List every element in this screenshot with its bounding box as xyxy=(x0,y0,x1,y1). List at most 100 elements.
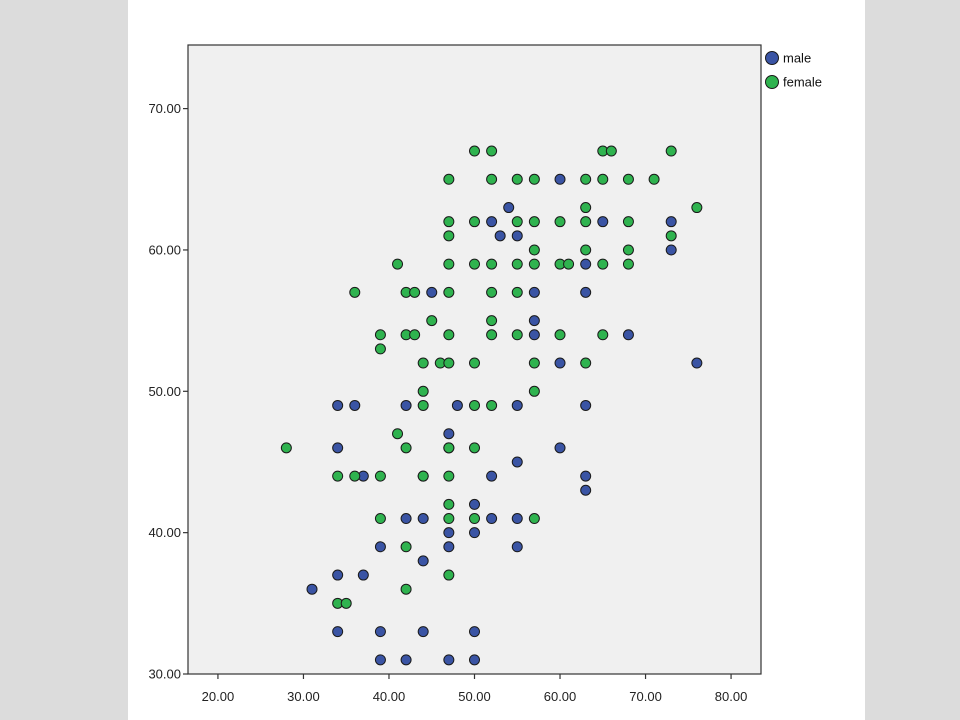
data-point-female xyxy=(580,173,592,185)
data-point-female xyxy=(554,329,566,341)
data-point-female xyxy=(511,173,523,185)
data-point-female xyxy=(280,442,292,454)
data-point-male xyxy=(580,484,592,496)
data-point-female xyxy=(580,202,592,214)
data-point-male xyxy=(469,654,480,666)
data-point-male xyxy=(451,399,463,411)
data-point-female xyxy=(597,173,609,185)
data-point-female xyxy=(622,216,634,228)
data-point-female xyxy=(622,258,634,270)
axes-layer: 30.00 40.00 50.00 60.00 70.00 20.00 30.00 40.00… xyxy=(148,44,762,704)
data-point-male xyxy=(349,399,361,411)
data-point-female xyxy=(665,230,677,242)
data-point-female xyxy=(665,145,677,157)
data-point-female xyxy=(469,216,480,228)
data-point-female xyxy=(563,258,575,270)
data-point-male xyxy=(443,527,455,539)
data-point-female xyxy=(528,357,540,369)
data-point-female xyxy=(340,597,352,609)
data-point-female xyxy=(374,513,386,525)
data-point-female xyxy=(691,202,703,214)
data-point-male xyxy=(417,555,429,567)
data-point-female xyxy=(511,258,523,270)
legend-label-female: female xyxy=(783,75,822,90)
legend-marker-female xyxy=(765,75,779,89)
x-tick-label: 80.00 xyxy=(715,689,748,704)
data-point-male xyxy=(494,230,506,242)
data-point-male xyxy=(426,286,438,298)
data-point-female xyxy=(486,286,498,298)
data-point-female xyxy=(486,173,498,185)
data-point-female xyxy=(580,357,592,369)
data-point-female xyxy=(400,583,412,595)
data-point-male xyxy=(332,626,344,638)
x-tick-label: 50.00 xyxy=(458,689,491,704)
data-point-male xyxy=(528,286,540,298)
data-point-female xyxy=(349,470,361,482)
data-point-female xyxy=(443,470,455,482)
data-point-female xyxy=(417,399,429,411)
data-point-female xyxy=(528,385,540,397)
data-point-female xyxy=(426,315,438,327)
data-point-female xyxy=(622,244,634,256)
data-point-female xyxy=(392,258,404,270)
data-point-female xyxy=(469,258,480,270)
data-point-female xyxy=(332,470,344,482)
data-point-male xyxy=(443,541,455,553)
data-point-male xyxy=(469,527,480,539)
data-point-female xyxy=(443,442,455,454)
series-male xyxy=(306,173,703,666)
data-point-male xyxy=(580,258,592,270)
points-layer xyxy=(280,145,703,666)
legend-label-male: male xyxy=(783,51,811,66)
y-tick-label: 70.00 xyxy=(148,101,181,116)
data-point-female xyxy=(443,286,455,298)
data-point-female xyxy=(374,470,386,482)
data-point-female xyxy=(443,230,455,242)
data-point-male xyxy=(332,399,344,411)
data-point-female xyxy=(443,357,455,369)
data-point-male xyxy=(528,329,540,341)
data-point-female xyxy=(349,286,361,298)
y-tick-label: 30.00 xyxy=(148,667,181,682)
data-point-female xyxy=(528,173,540,185)
data-point-female xyxy=(469,399,480,411)
data-point-female xyxy=(417,357,429,369)
data-point-male xyxy=(554,357,566,369)
data-point-male xyxy=(400,654,412,666)
data-point-male xyxy=(400,513,412,525)
data-point-female xyxy=(605,145,617,157)
data-point-male xyxy=(580,286,592,298)
data-point-male xyxy=(443,428,455,440)
data-point-female xyxy=(400,541,412,553)
data-point-male xyxy=(503,202,515,214)
data-point-male xyxy=(374,654,386,666)
x-tick-label: 40.00 xyxy=(373,689,406,704)
data-point-male xyxy=(332,442,344,454)
data-point-female xyxy=(580,216,592,228)
data-point-female xyxy=(597,258,609,270)
data-point-female xyxy=(409,329,421,341)
data-point-male xyxy=(306,583,318,595)
data-point-female xyxy=(648,173,660,185)
data-point-male xyxy=(580,470,592,482)
data-point-female xyxy=(417,385,429,397)
y-tick-label: 50.00 xyxy=(148,384,181,399)
data-point-female xyxy=(528,258,540,270)
data-point-female xyxy=(486,145,498,157)
data-point-male xyxy=(374,626,386,638)
x-tick-label: 70.00 xyxy=(629,689,662,704)
data-point-female xyxy=(622,173,634,185)
legend: male female xyxy=(765,51,822,90)
data-point-female xyxy=(554,216,566,228)
data-point-female xyxy=(528,216,540,228)
data-point-female xyxy=(469,357,480,369)
data-point-female xyxy=(374,343,386,355)
data-point-female xyxy=(392,428,404,440)
data-point-male xyxy=(511,230,523,242)
data-point-male xyxy=(554,173,566,185)
data-point-male xyxy=(691,357,703,369)
legend-marker-male xyxy=(765,51,779,65)
data-point-male xyxy=(511,399,523,411)
